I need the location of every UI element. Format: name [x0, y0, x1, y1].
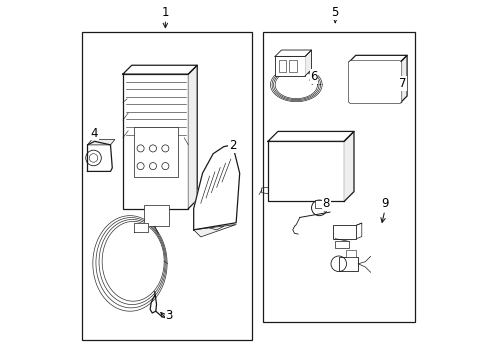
- Bar: [263, 32, 415, 322]
- Text: 4: 4: [91, 127, 98, 140]
- Polygon shape: [194, 225, 236, 237]
- Text: 5: 5: [332, 6, 339, 19]
- Polygon shape: [123, 65, 197, 74]
- Bar: [339, 257, 358, 270]
- Bar: [315, 200, 325, 208]
- Text: 8: 8: [323, 197, 330, 210]
- Bar: [123, 74, 188, 208]
- Polygon shape: [275, 50, 312, 57]
- FancyBboxPatch shape: [348, 60, 402, 103]
- Bar: [268, 141, 344, 202]
- Bar: [82, 32, 252, 339]
- Polygon shape: [401, 55, 407, 102]
- Bar: [144, 205, 169, 226]
- Bar: [275, 57, 305, 76]
- Text: 2: 2: [229, 139, 236, 152]
- Bar: [334, 225, 357, 239]
- Bar: [133, 127, 178, 177]
- Polygon shape: [88, 141, 112, 171]
- Text: 6: 6: [310, 70, 318, 83]
- Polygon shape: [88, 140, 115, 145]
- Bar: [279, 60, 287, 72]
- Bar: [289, 60, 297, 72]
- Polygon shape: [194, 145, 240, 230]
- Polygon shape: [305, 50, 312, 76]
- Bar: [346, 250, 357, 257]
- Bar: [349, 62, 401, 102]
- Polygon shape: [133, 223, 147, 231]
- Text: 3: 3: [165, 309, 172, 322]
- Polygon shape: [349, 55, 407, 62]
- Text: 9: 9: [381, 197, 389, 210]
- Polygon shape: [344, 131, 354, 202]
- Bar: [335, 241, 349, 248]
- Polygon shape: [188, 65, 197, 208]
- Text: 1: 1: [162, 6, 169, 19]
- Text: 7: 7: [399, 77, 406, 90]
- Polygon shape: [268, 131, 354, 141]
